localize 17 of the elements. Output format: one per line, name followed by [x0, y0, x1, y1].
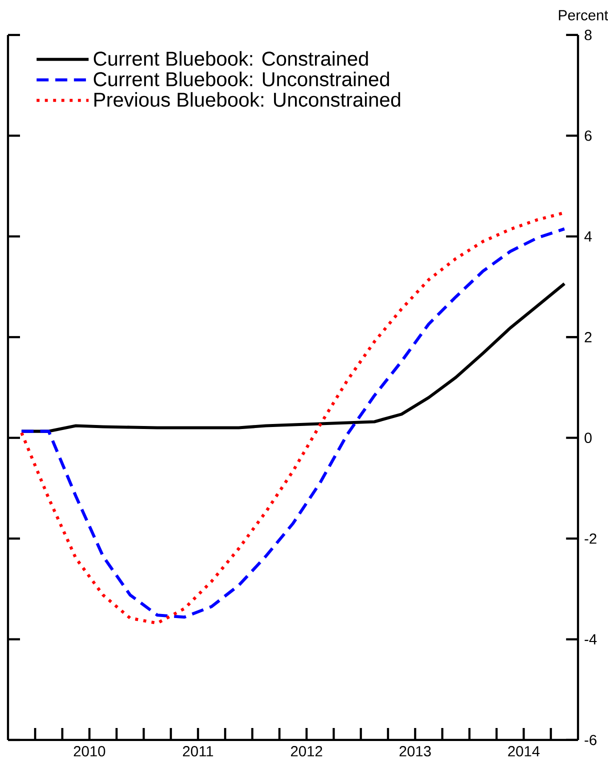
x-tick-label: 2014: [508, 746, 540, 756]
y-tick-label: 4: [584, 231, 592, 242]
x-tick-label: 2012: [290, 746, 322, 756]
legend-label: Current Bluebook: Constrained: [94, 51, 368, 66]
x-tick-label: 2013: [400, 746, 431, 756]
legend-label: Previous Bluebook: Unconstrained: [94, 92, 400, 107]
y-tick-label: 0: [584, 432, 592, 444]
y-tick-label: -2: [584, 533, 596, 544]
y-tick-label: 2: [584, 332, 592, 342]
y-axis-title: Percent: [558, 10, 608, 20]
legend-label: Current Bluebook: Unconstrained: [94, 72, 390, 86]
x-tick-label: 2011: [182, 746, 214, 756]
x-tick-label: 2010: [74, 746, 106, 756]
y-tick-label: -4: [584, 634, 597, 644]
y-tick-label: -6: [584, 734, 596, 746]
y-tick-label: 6: [584, 130, 592, 141]
y-tick-label: 8: [584, 30, 592, 40]
